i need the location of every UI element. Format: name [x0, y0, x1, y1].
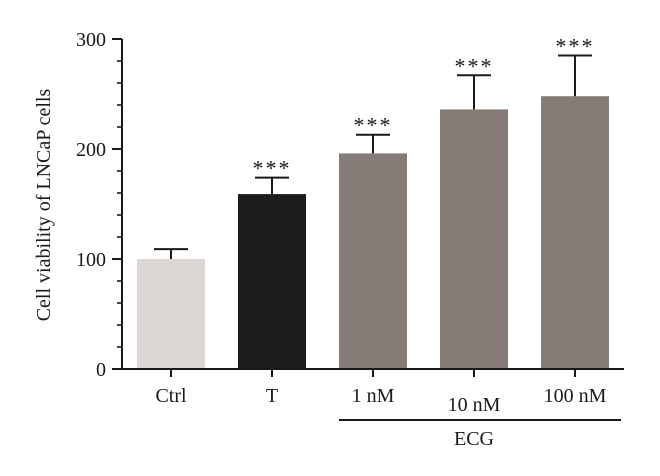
bars: *** *** *** ***	[137, 34, 609, 370]
y-axis-label: Cell viability of LNCaP cells	[33, 89, 55, 322]
bracket-label: ECG	[454, 428, 494, 450]
bar	[238, 194, 306, 369]
x-tick-label: 10 nM	[448, 394, 501, 416]
x-tick-label: 1 nM	[352, 385, 395, 407]
bar	[541, 96, 609, 369]
significance-label: ***	[455, 53, 494, 78]
x-tick-label: T	[266, 385, 278, 407]
significance-label: ***	[354, 113, 393, 138]
x-tick-label: 100 nM	[544, 385, 607, 407]
y-tick-label: 0	[96, 359, 106, 381]
x-axis: Ctrl T 1 nM 10 nM 100 nM	[122, 368, 624, 416]
significance-label: ***	[253, 156, 292, 181]
y-axis: 0 100 200 300	[76, 29, 123, 381]
significance-label: ***	[556, 34, 595, 59]
y-tick-label: 200	[76, 139, 106, 161]
y-tick-label: 100	[76, 249, 106, 271]
bar	[137, 259, 205, 369]
bar	[440, 109, 508, 370]
x-tick-label: Ctrl	[155, 385, 187, 407]
y-tick-label: 300	[76, 29, 106, 51]
bar	[339, 153, 407, 369]
group-bracket: ECG	[339, 419, 621, 450]
